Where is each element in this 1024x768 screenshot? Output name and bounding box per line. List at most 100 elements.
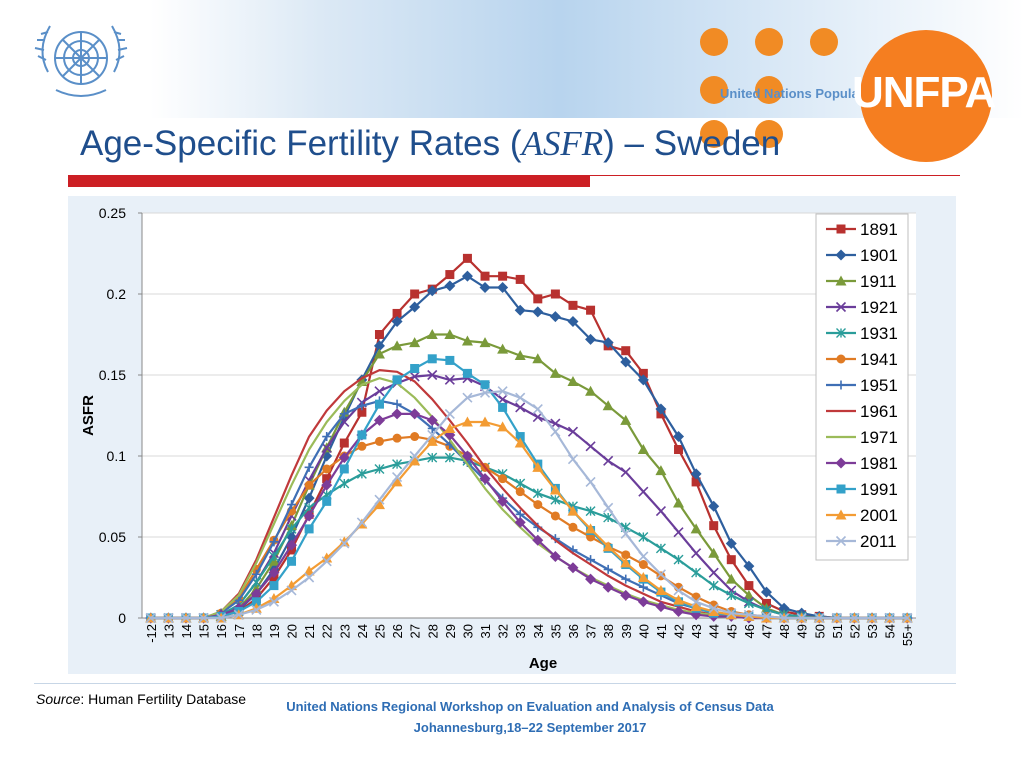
data-point: [409, 337, 421, 348]
x-tick-label: 30: [460, 624, 475, 638]
data-point: [532, 461, 544, 472]
data-point: [532, 488, 543, 499]
data-point: [638, 560, 648, 570]
x-tick-label: 24: [355, 624, 370, 638]
data-point: [374, 436, 384, 446]
data-point: [673, 554, 684, 565]
footer-rule: [34, 683, 956, 684]
data-point: [445, 270, 455, 280]
legend-label: 1981: [860, 454, 898, 473]
legend-marker: [835, 509, 847, 520]
data-point: [321, 556, 332, 567]
data-point: [444, 374, 455, 385]
data-point: [304, 524, 314, 534]
data-point: [269, 581, 279, 591]
data-point: [515, 274, 525, 284]
data-point: [426, 329, 438, 339]
data-point: [373, 499, 385, 510]
data-point: [621, 346, 631, 356]
data-point: [655, 584, 667, 595]
data-point: [268, 596, 279, 607]
data-point: [339, 464, 349, 474]
data-point: [515, 392, 526, 403]
data-point: [585, 441, 596, 452]
data-point: [673, 594, 685, 605]
data-point: [568, 300, 578, 310]
data-point: [514, 516, 526, 528]
data-point: [620, 528, 631, 539]
data-point: [567, 505, 579, 516]
data-point: [391, 408, 403, 420]
data-point: [304, 572, 315, 583]
data-point: [567, 375, 579, 386]
page-title: Age-Specific Fertility Rates (ASFR) – Sw…: [80, 124, 780, 164]
data-point: [567, 454, 579, 465]
data-point: [743, 560, 755, 572]
data-point: [691, 596, 702, 607]
data-point: [638, 582, 648, 592]
x-tick-label: 33: [513, 624, 528, 638]
data-point: [638, 532, 649, 542]
data-point: [533, 294, 543, 304]
data-point: [831, 612, 842, 624]
x-tick-label: 42: [672, 624, 687, 638]
data-point: [620, 589, 632, 601]
data-point: [461, 335, 473, 346]
data-point: [233, 609, 244, 620]
x-tick-label: -12: [144, 624, 159, 643]
data-point: [743, 598, 754, 609]
x-tick-label: 44: [707, 624, 722, 638]
data-point: [426, 435, 438, 446]
data-point: [321, 442, 332, 453]
data-point: [550, 511, 560, 521]
data-point: [287, 556, 297, 566]
data-point: [269, 537, 279, 547]
data-point: [673, 431, 685, 443]
unfpa-wordmark: UNFPA: [852, 68, 996, 117]
data-point: [497, 343, 509, 354]
data-point: [303, 565, 315, 576]
unfpa-circle: [860, 30, 992, 162]
data-point: [250, 588, 262, 600]
data-point: [603, 455, 614, 466]
data-point: [621, 574, 631, 584]
data-point: [339, 438, 349, 448]
data-point: [549, 550, 561, 562]
data-point: [549, 484, 561, 495]
data-point: [498, 474, 508, 484]
data-point: [374, 399, 384, 409]
data-point: [357, 441, 367, 451]
data-point: [322, 474, 332, 484]
data-point: [410, 364, 420, 374]
data-point: [356, 517, 367, 528]
y-tick-label: 0.15: [99, 367, 126, 383]
x-tick-label: 45: [724, 624, 739, 638]
data-point: [251, 604, 262, 615]
data-point: [585, 506, 596, 517]
legend-marker: [835, 249, 847, 261]
data-point: [444, 452, 455, 463]
data-point: [145, 612, 156, 624]
logo-dot: [810, 28, 838, 56]
data-point: [287, 500, 297, 510]
x-tick-label: 35: [548, 624, 563, 638]
data-point: [373, 348, 385, 359]
data-point: [409, 408, 421, 420]
data-point: [338, 536, 350, 547]
data-point: [902, 612, 913, 624]
data-point: [620, 356, 632, 368]
title-rule-thin: [590, 175, 960, 176]
data-point: [373, 340, 385, 352]
data-point: [708, 500, 720, 512]
data-point: [461, 270, 473, 282]
legend-label: 1901: [860, 246, 898, 265]
data-point: [445, 355, 455, 365]
legend-marker: [835, 275, 847, 286]
data-point: [373, 414, 385, 426]
data-point: [533, 500, 543, 510]
data-point: [637, 596, 649, 608]
unfpa-logo: United Nations Population Fund UNFPA: [700, 20, 1010, 162]
data-point: [392, 471, 403, 483]
logo-dot: [755, 28, 783, 56]
data-point: [409, 301, 421, 313]
